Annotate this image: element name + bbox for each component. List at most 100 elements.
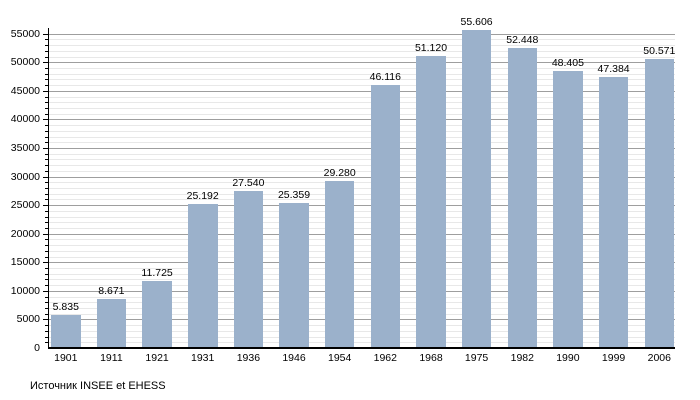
bar (51, 314, 81, 348)
y-tick-minor (44, 250, 48, 252)
x-tick-label: 1936 (236, 352, 261, 364)
y-tick-minor (44, 159, 48, 161)
y-tick-minor (44, 273, 48, 275)
y-tick-minor (44, 279, 48, 281)
y-tick-minor (44, 182, 48, 184)
bar (370, 84, 401, 348)
gridline-minor (49, 342, 675, 344)
y-tick-minor (44, 228, 48, 229)
y-tick-minor (44, 125, 48, 127)
gridline-minor (49, 125, 675, 127)
y-tick-minor (44, 193, 48, 195)
gridline-minor (49, 199, 675, 201)
gridline-minor (49, 210, 675, 212)
y-tick-minor (44, 285, 48, 287)
gridline-major (49, 62, 675, 64)
gridline-minor (49, 68, 675, 69)
bar (279, 203, 309, 348)
bar-value-label: 48.405 (551, 57, 584, 70)
bar-value-label: 5.835 (52, 300, 79, 313)
y-tick-minor (44, 268, 48, 269)
bar (416, 55, 446, 348)
gridline-minor (49, 159, 675, 161)
x-tick-label: 1982 (510, 352, 534, 364)
y-tick-minor (44, 85, 48, 87)
y-tick-minor (44, 153, 48, 155)
gridline-minor (49, 268, 675, 269)
gridline-minor (49, 256, 675, 258)
bar (233, 190, 264, 348)
y-tick-major (42, 90, 48, 92)
x-tick-label: 1990 (556, 352, 580, 364)
y-tick-minor (44, 56, 48, 58)
bar (142, 281, 172, 348)
x-tick-label: 1946 (282, 352, 306, 364)
gridline-minor (49, 73, 675, 75)
bar-value-label: 11.725 (141, 267, 173, 279)
bar (96, 298, 127, 348)
y-tick-minor (44, 308, 48, 309)
gridline-major (49, 290, 675, 292)
y-tick-minor (44, 330, 48, 332)
y-tick-minor (44, 142, 48, 144)
gridline-minor (49, 216, 675, 218)
gridline-major (49, 119, 675, 121)
y-tick-minor (44, 79, 48, 81)
y-tick-major (42, 148, 48, 149)
y-tick-minor (44, 216, 48, 218)
bar (461, 30, 492, 348)
gridline-minor (49, 279, 675, 281)
gridline-minor (49, 239, 675, 241)
bar-value-label: 27.540 (232, 176, 265, 189)
y-tick-minor (44, 102, 48, 104)
y-tick-minor (44, 96, 48, 98)
gridline-minor (49, 113, 675, 115)
x-tick-label: 1911 (100, 352, 123, 364)
gridline-minor (49, 313, 675, 315)
gridline-minor (49, 228, 675, 229)
y-tick-minor (44, 165, 48, 167)
y-tick-minor (44, 136, 48, 138)
gridline-minor (49, 50, 675, 52)
y-tick-minor (44, 256, 48, 258)
y-tick-minor (44, 130, 48, 132)
bar-value-label: 52.448 (506, 34, 539, 47)
y-tick-minor (44, 210, 48, 212)
gridline-minor (49, 245, 675, 247)
y-tick-minor (44, 296, 48, 298)
gridline-major (49, 233, 675, 235)
gridline-minor (49, 45, 675, 47)
gridline-minor (49, 108, 675, 109)
gridline-major (49, 319, 675, 321)
bar-value-label: 46.116 (369, 70, 401, 83)
gridline-minor (49, 153, 675, 155)
y-tick-minor (44, 113, 48, 115)
y-tick-minor (44, 222, 48, 224)
gridline-minor (49, 39, 675, 41)
bar (507, 48, 537, 348)
y-tick-label: 15000 (10, 256, 40, 269)
gridline-minor (49, 193, 675, 195)
y-tick-minor (44, 170, 48, 172)
y-tick-minor (44, 108, 48, 109)
y-tick-minor (44, 45, 48, 47)
gridline-minor (49, 56, 675, 58)
y-tick-minor (44, 39, 48, 41)
bar-value-label: 29.280 (323, 166, 356, 179)
gridline-minor (49, 96, 675, 98)
gridline-minor (49, 142, 675, 144)
x-tick-label: 1954 (328, 352, 352, 364)
y-tick-label: 55000 (10, 27, 40, 40)
x-tick-label: 1962 (373, 352, 397, 364)
source-note: Источник INSEE et EHESS (30, 380, 166, 392)
gridline-major (49, 205, 675, 207)
gridline-minor (49, 102, 675, 104)
gridline-major (49, 176, 675, 178)
y-tick-major (42, 319, 48, 321)
x-axis-line (47, 347, 675, 349)
bar (644, 59, 674, 348)
y-tick-minor (44, 313, 48, 315)
bar-value-label: 47.384 (597, 63, 630, 76)
y-tick-major (42, 290, 48, 292)
